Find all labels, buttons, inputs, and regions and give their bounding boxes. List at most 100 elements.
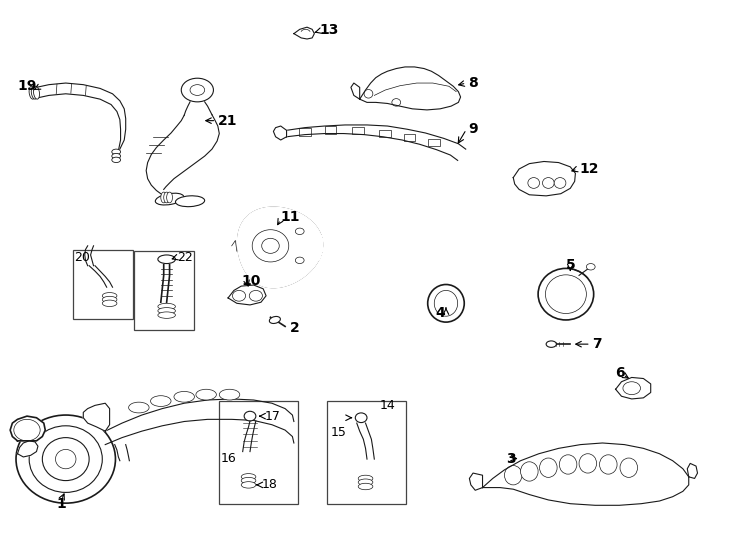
- Ellipse shape: [542, 178, 554, 188]
- Ellipse shape: [528, 178, 539, 188]
- Polygon shape: [228, 285, 266, 305]
- Bar: [404, 133, 415, 141]
- Polygon shape: [83, 403, 109, 431]
- Bar: [526, 170, 562, 191]
- Ellipse shape: [295, 257, 304, 264]
- Ellipse shape: [233, 291, 246, 301]
- Text: 6: 6: [616, 366, 625, 380]
- Ellipse shape: [56, 449, 76, 469]
- Ellipse shape: [435, 291, 458, 316]
- Ellipse shape: [546, 341, 556, 347]
- Ellipse shape: [579, 454, 597, 473]
- Polygon shape: [616, 377, 651, 399]
- Ellipse shape: [16, 415, 115, 503]
- Polygon shape: [360, 67, 461, 110]
- Text: 11: 11: [280, 211, 300, 224]
- Ellipse shape: [112, 157, 120, 163]
- Ellipse shape: [174, 392, 195, 402]
- Ellipse shape: [158, 303, 175, 310]
- Ellipse shape: [364, 90, 373, 98]
- Polygon shape: [10, 416, 46, 441]
- Polygon shape: [18, 441, 38, 457]
- Polygon shape: [513, 161, 575, 196]
- Text: 1: 1: [57, 497, 66, 511]
- Ellipse shape: [29, 426, 102, 492]
- Ellipse shape: [520, 462, 538, 481]
- Text: 9: 9: [468, 122, 478, 136]
- Ellipse shape: [559, 455, 577, 474]
- Bar: [429, 139, 440, 146]
- Text: 13: 13: [319, 23, 339, 37]
- Ellipse shape: [128, 402, 149, 413]
- Ellipse shape: [150, 396, 171, 407]
- Ellipse shape: [358, 483, 373, 490]
- Ellipse shape: [175, 196, 205, 207]
- Ellipse shape: [156, 193, 184, 205]
- Ellipse shape: [355, 413, 367, 423]
- Bar: [73, 249, 133, 320]
- Bar: [134, 251, 195, 330]
- Ellipse shape: [620, 458, 638, 477]
- Bar: [379, 130, 391, 137]
- Text: 12: 12: [579, 162, 598, 176]
- Text: 18: 18: [262, 478, 277, 491]
- Ellipse shape: [158, 312, 175, 319]
- Ellipse shape: [623, 382, 641, 395]
- Ellipse shape: [269, 316, 280, 323]
- Text: 21: 21: [218, 113, 237, 127]
- Text: 7: 7: [592, 337, 602, 351]
- Text: 17: 17: [265, 410, 280, 423]
- Text: 14: 14: [380, 399, 396, 412]
- Ellipse shape: [539, 458, 557, 477]
- Text: 22: 22: [178, 251, 193, 264]
- Ellipse shape: [554, 178, 566, 188]
- Polygon shape: [294, 27, 314, 39]
- Text: 5: 5: [565, 258, 575, 272]
- Ellipse shape: [196, 389, 217, 400]
- Ellipse shape: [112, 149, 120, 154]
- Bar: [352, 126, 364, 134]
- Ellipse shape: [32, 86, 37, 99]
- Text: 8: 8: [468, 76, 478, 90]
- Polygon shape: [469, 473, 482, 490]
- Polygon shape: [238, 207, 323, 288]
- Ellipse shape: [241, 477, 256, 484]
- Ellipse shape: [164, 192, 170, 203]
- Ellipse shape: [158, 255, 175, 264]
- Ellipse shape: [586, 264, 595, 270]
- Text: 19: 19: [18, 79, 37, 93]
- Bar: [324, 126, 336, 133]
- Ellipse shape: [545, 275, 586, 314]
- Ellipse shape: [504, 465, 522, 485]
- Ellipse shape: [102, 300, 117, 307]
- Text: 3: 3: [506, 452, 515, 466]
- Ellipse shape: [102, 296, 117, 303]
- Text: 10: 10: [241, 274, 261, 288]
- Ellipse shape: [181, 78, 214, 102]
- Ellipse shape: [158, 308, 175, 314]
- Ellipse shape: [538, 268, 594, 320]
- Ellipse shape: [167, 192, 172, 203]
- Ellipse shape: [219, 389, 240, 400]
- Ellipse shape: [34, 86, 40, 99]
- Text: 2: 2: [289, 321, 299, 335]
- Ellipse shape: [358, 479, 373, 485]
- Ellipse shape: [252, 230, 288, 262]
- Ellipse shape: [14, 420, 40, 441]
- Ellipse shape: [262, 238, 279, 253]
- Text: 15: 15: [330, 426, 346, 438]
- Ellipse shape: [161, 192, 167, 203]
- Text: 16: 16: [221, 451, 236, 464]
- Bar: [299, 128, 310, 136]
- Polygon shape: [273, 126, 286, 140]
- Ellipse shape: [392, 99, 401, 106]
- Polygon shape: [351, 83, 360, 99]
- Ellipse shape: [190, 85, 205, 96]
- Polygon shape: [482, 443, 688, 505]
- Ellipse shape: [241, 474, 256, 480]
- Bar: [219, 401, 298, 504]
- Polygon shape: [687, 463, 697, 478]
- Ellipse shape: [250, 291, 263, 301]
- Ellipse shape: [43, 437, 89, 481]
- Bar: [327, 401, 406, 504]
